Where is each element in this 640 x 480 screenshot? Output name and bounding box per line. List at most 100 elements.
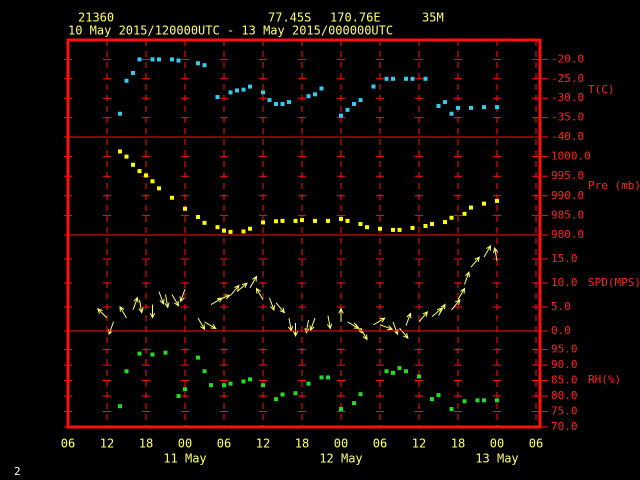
data-point (345, 107, 350, 112)
wind-arrow (164, 294, 170, 309)
wind-arrow (418, 311, 429, 323)
data-point (196, 355, 200, 360)
y-tick-label: 995.0 (551, 169, 584, 182)
wind-arrow (483, 244, 492, 258)
data-point (131, 70, 135, 75)
data-point (222, 228, 226, 233)
data-point (430, 222, 434, 227)
data-point (196, 61, 200, 66)
data-point (391, 76, 395, 81)
data-point (339, 113, 343, 118)
x-tick-label: 06 (217, 437, 231, 451)
y-axis-label: SPD(MPS) (588, 276, 640, 289)
data-point (410, 225, 415, 230)
data-point (202, 220, 207, 225)
wind-arrow (132, 296, 139, 311)
data-point (137, 57, 142, 62)
wind-arrow (275, 302, 286, 314)
wind-arrow (236, 282, 248, 293)
y-tick-label: -35.0 (551, 111, 584, 124)
wind-arrow (326, 315, 333, 330)
data-point (495, 398, 499, 403)
data-point (202, 63, 207, 68)
x-tick-label: 06 (529, 437, 543, 451)
y-tick-label: 10.0 (551, 276, 578, 289)
data-point (124, 78, 129, 83)
data-point (202, 369, 207, 374)
data-point (274, 397, 278, 402)
data-point (469, 205, 473, 210)
data-point (261, 220, 265, 225)
data-point (306, 94, 311, 99)
data-point (170, 57, 174, 62)
data-point (248, 226, 252, 231)
data-point (417, 374, 421, 379)
y-axis-label: RH(%) (588, 373, 621, 386)
data-point (157, 186, 161, 191)
wind-arrow (379, 324, 394, 331)
data-point (430, 397, 434, 402)
data-point (462, 211, 467, 216)
data-point (436, 103, 441, 108)
day-label: 13 May (475, 452, 518, 466)
x-tick-label: 00 (490, 437, 504, 451)
x-tick-label: 00 (178, 437, 192, 451)
data-point (144, 173, 148, 178)
y-tick-label: 985.0 (551, 208, 584, 221)
data-point (280, 218, 285, 223)
data-point (248, 84, 252, 89)
wind-arrow (149, 304, 156, 319)
data-point (124, 154, 129, 159)
wind-arrow (138, 299, 144, 314)
wind-arrow (309, 317, 316, 332)
data-point (137, 351, 142, 356)
latitude: 77.45S (268, 11, 311, 25)
y-tick-label: -40.0 (551, 130, 584, 143)
data-point (436, 393, 441, 398)
y-tick-label: 1000.0 (551, 150, 591, 163)
data-point (215, 95, 220, 100)
page-number: 2 (14, 465, 21, 478)
data-point (124, 369, 129, 374)
wind-arrow (457, 287, 466, 301)
data-point (443, 220, 447, 225)
data-point (118, 111, 122, 116)
station-id: 21360 (78, 11, 114, 25)
data-point (157, 57, 161, 62)
data-point (326, 375, 330, 380)
x-tick-label: 18 (295, 437, 309, 451)
wind-arrow (179, 289, 186, 303)
y-tick-label: 15.0 (551, 252, 578, 265)
x-tick-label: 06 (373, 437, 387, 451)
data-point (345, 218, 350, 223)
data-point (339, 407, 343, 412)
data-point (241, 229, 246, 234)
x-tick-label: 12 (100, 437, 114, 451)
data-point (391, 370, 395, 375)
data-point (423, 223, 428, 228)
data-point (313, 218, 317, 223)
data-point (397, 227, 402, 232)
wind-arrow (269, 297, 275, 312)
data-point (118, 404, 122, 409)
wind-arrow (255, 287, 264, 301)
data-point (352, 401, 356, 406)
data-point (482, 398, 486, 403)
wind-arrow (464, 271, 470, 285)
data-point (391, 227, 395, 232)
data-point (358, 392, 363, 397)
wind-arrow (197, 317, 206, 331)
data-point (300, 218, 304, 223)
x-tick-label: 12 (256, 437, 270, 451)
wind-arrow (230, 284, 240, 296)
data-point (261, 383, 265, 388)
data-point (196, 214, 200, 219)
data-point (163, 350, 168, 355)
data-point (358, 98, 363, 103)
y-tick-label: -30.0 (551, 91, 584, 104)
data-point (137, 169, 142, 174)
data-point (313, 92, 317, 97)
data-point (482, 105, 486, 110)
elevation: 35M (422, 11, 444, 25)
data-point (397, 366, 402, 371)
